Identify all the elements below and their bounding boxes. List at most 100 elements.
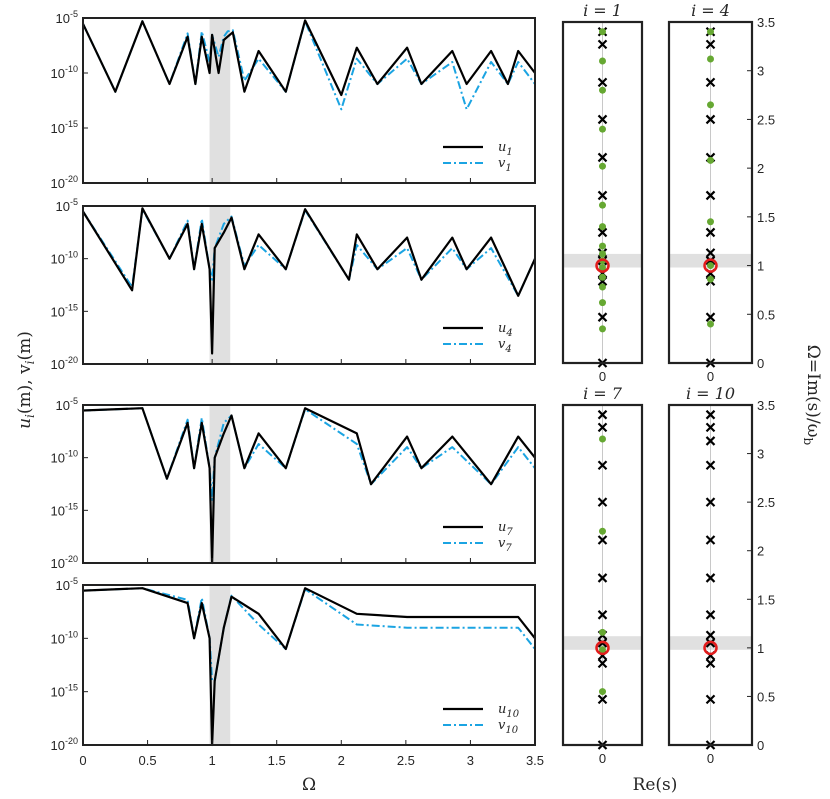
y-tick-label: 2 (757, 544, 764, 559)
y-tick-label: 10-10 (51, 629, 78, 646)
axes-frame (82, 584, 536, 746)
response-panel-u10: 10-5 10-10 10-15 10-200 0.5 1 1.5 2 2.5 3 3.5 u10v1… (51, 576, 545, 768)
pole-cross (705, 114, 716, 125)
legend-label-v: v4 (498, 337, 512, 355)
pole-cross (597, 227, 608, 238)
x-tick-label: 0 (707, 369, 714, 384)
y-tick-label: 10-15 (51, 683, 78, 700)
pole-cross (597, 460, 608, 471)
pole-ring (703, 258, 718, 273)
response-panels: 10-510-1010-1510-20u1v110-510-1010-1510-… (51, 9, 545, 768)
pole-panel-i10: i = 10 0 0 0.5 1 1.5 2 2.5 3 3.5 (667, 384, 775, 766)
y-tick-label: 10-5 (56, 197, 78, 214)
x-tick-label: 2 (338, 753, 345, 768)
x-tick-label: 1.5 (268, 753, 286, 768)
legend-label-v: v10 (498, 718, 519, 736)
axes-frame (82, 205, 536, 365)
panel-title: i = 1 (583, 1, 622, 20)
zero-dot (599, 435, 606, 443)
y-tick-label: 10-15 (51, 501, 78, 518)
pole-cross (705, 312, 716, 322)
zero-dot (599, 125, 606, 133)
pole-panel-i1: i = 1 0 (561, 1, 644, 384)
x-tick-label: 0.5 (139, 753, 157, 768)
pole-cross (597, 114, 608, 125)
pole-cross (705, 39, 716, 50)
x-tick-label: 0 (79, 753, 86, 768)
pole-cross (705, 535, 716, 545)
pole-panel-i4: i = 4 0 0 0.5 1 1.5 2 2.5 3 3.5 (667, 1, 775, 384)
y-tick-label: 10-10 (51, 250, 78, 267)
y-tick-label: 2 (757, 161, 764, 176)
panel-title: i = 10 (686, 384, 735, 403)
pole-cross (597, 422, 608, 433)
y-tick-label: 0 (757, 356, 764, 371)
y-tick-label: 10-20 (51, 736, 78, 753)
zero-dot (599, 264, 606, 272)
y-tick-label: 10-10 (51, 449, 78, 466)
y-tick-label: 0.5 (757, 689, 775, 704)
pole-cross (705, 422, 716, 433)
pole-cross (597, 694, 608, 705)
pole-ring (703, 640, 718, 656)
x-tick-label: 0 (707, 751, 714, 766)
legend-label-u: u1 (498, 140, 513, 158)
y-tick-label: 10-5 (56, 576, 78, 593)
shaded-band (209, 206, 231, 364)
pole-cross (705, 630, 716, 641)
pole-cross (705, 190, 716, 201)
pole-cross (705, 497, 716, 507)
y-tick-label: 2.5 (757, 495, 775, 510)
zero-dot (599, 223, 606, 231)
pole-cross (597, 77, 608, 88)
zero-dot (707, 101, 714, 109)
x-tick-label: 2.5 (397, 753, 415, 768)
y-tick-label: 0 (757, 738, 764, 753)
axes-frame (667, 20, 754, 365)
legend-label-u: u10 (498, 702, 520, 720)
pole-ring (595, 258, 610, 273)
pole-cross (705, 694, 716, 705)
y-tick-label: 10-5 (56, 396, 78, 413)
pole-cross (597, 658, 608, 669)
zero-dot (599, 28, 606, 36)
series-line-v_10 (82, 587, 536, 682)
x-tick-label: 0 (599, 369, 606, 384)
y-tick-label: 1.5 (757, 210, 775, 225)
y-tick-label: 2.5 (757, 112, 775, 127)
y-tick-label: 0.5 (757, 307, 775, 322)
y-tick-label: 10-15 (51, 302, 78, 319)
shaded-band (209, 18, 231, 183)
zero-dot (707, 262, 714, 270)
pole-cross (705, 227, 716, 238)
panel-title: i = 7 (583, 384, 623, 403)
pole-cross (597, 497, 608, 507)
y-tick-label: 3 (757, 447, 764, 462)
series-line-u_1 (82, 19, 536, 97)
series-line-u_10 (82, 587, 536, 747)
zero-dot (599, 242, 606, 250)
zero-dot (707, 28, 714, 36)
left-y-axis-label: ui(m), vi(m) (15, 331, 37, 429)
zero-dot (599, 325, 606, 333)
pole-cross (705, 460, 716, 471)
legend-label-u: u4 (498, 321, 513, 339)
y-tick-label: 1.5 (757, 592, 775, 607)
left-x-axis-label: Ω (302, 775, 316, 795)
pole-cross (705, 409, 716, 420)
right-y-axis-label: Ω=Im(s)/ωb (801, 345, 823, 446)
y-tick-label: 10-20 (51, 554, 78, 571)
zero-dot (599, 250, 606, 258)
axes-frame (667, 403, 754, 747)
y-tick-label: 3.5 (757, 15, 775, 30)
figure-labels: ui(m), vi(m) Ω=Im(s)/ωb Ω Re(s) (15, 331, 823, 795)
pole-cross (597, 39, 608, 50)
zero-dot (599, 86, 606, 94)
pole-cross (597, 312, 608, 322)
y-tick-label: 10-20 (51, 174, 78, 191)
axes-frame (82, 17, 536, 184)
